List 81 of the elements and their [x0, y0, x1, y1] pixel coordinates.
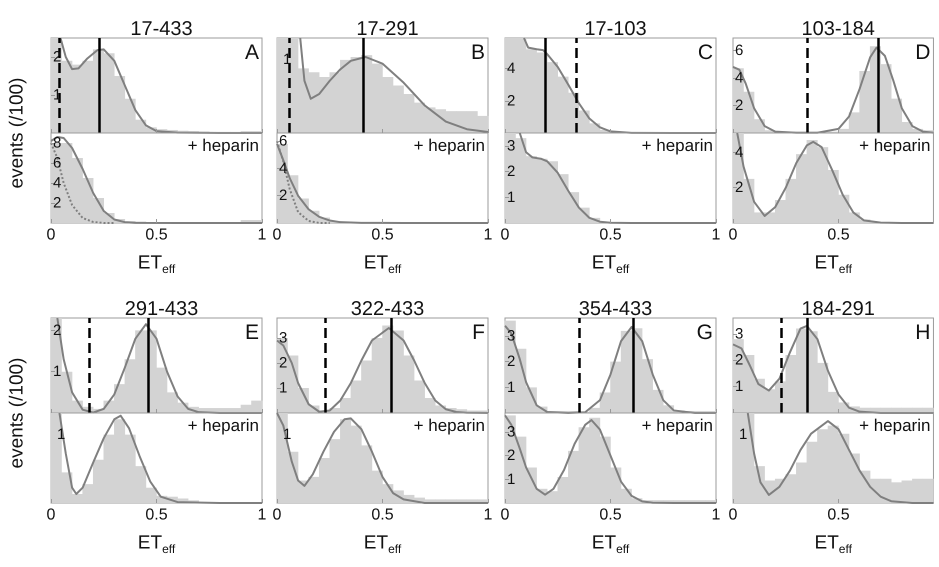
- y-tick-label: 3: [507, 137, 516, 154]
- y-tick-label: 2: [735, 179, 744, 196]
- chart-title: 291-433: [124, 298, 198, 320]
- x-tick-label: 1: [712, 506, 721, 524]
- annotation: + heparin: [859, 136, 930, 155]
- y-tick-label: 6: [735, 42, 744, 59]
- x-tick-label: 0.5: [827, 506, 850, 524]
- y-tick-label: 4: [735, 144, 744, 161]
- y-tick-label: 6: [279, 132, 288, 150]
- x-tick-label: 0: [500, 506, 510, 524]
- x-tick-label: 0.5: [371, 226, 394, 244]
- annotation: E: [244, 321, 259, 344]
- annotation: H: [915, 321, 930, 344]
- x-tick-label: 1: [484, 506, 493, 524]
- chart-title: 17-433: [130, 18, 193, 40]
- x-tick-label: 0.5: [827, 226, 850, 244]
- x-tick-label: 1: [258, 226, 267, 244]
- y-tick-label: 1: [53, 86, 62, 104]
- x-tick-label: 1: [712, 226, 721, 244]
- y-tick-label: 1: [507, 470, 516, 488]
- x-tick-label: 0: [728, 226, 738, 244]
- chart-title: 103-184: [802, 18, 875, 40]
- y-tick-label: 2: [507, 447, 516, 464]
- annotation: + heparin: [642, 416, 713, 435]
- x-tick-label: 0: [500, 226, 510, 244]
- x-tick-label: 0: [272, 226, 282, 244]
- x-tick-label: 0: [46, 226, 56, 244]
- annotation: + heparin: [414, 136, 485, 155]
- annotation: B: [470, 41, 485, 64]
- annotation: D: [915, 41, 930, 64]
- x-tick-label: 1: [258, 506, 267, 524]
- y-axis-title: events (/100): [6, 78, 28, 188]
- y-tick-label: 2: [735, 96, 744, 114]
- y-axis-title: events (/100): [6, 358, 28, 468]
- y-tick-label: 2: [279, 187, 288, 204]
- annotation: + heparin: [642, 136, 713, 155]
- x-tick-label: 0: [728, 506, 738, 524]
- y-tick-label: 4: [507, 60, 516, 78]
- chart-title: 354-433: [578, 298, 652, 320]
- annotation: + heparin: [188, 416, 259, 435]
- x-tick-label: 0.5: [145, 226, 168, 244]
- y-tick-label: 3: [735, 325, 744, 342]
- x-tick-label: 0.5: [599, 226, 622, 244]
- y-tick-label: 1: [507, 378, 516, 396]
- y-tick-label: 2: [507, 353, 516, 370]
- chart-title: 17-291: [356, 18, 419, 40]
- y-tick-label: 2: [53, 48, 62, 66]
- y-tick-label: 3: [507, 327, 516, 344]
- y-tick-label: 2: [53, 194, 62, 212]
- y-tick-label: 1: [735, 378, 744, 396]
- annotation: + heparin: [859, 416, 930, 435]
- y-tick-label: 2: [279, 354, 288, 372]
- y-tick-label: 2: [53, 322, 62, 339]
- y-tick-label: 2: [735, 352, 744, 369]
- annotation: F: [472, 321, 485, 344]
- y-tick-label: 8: [53, 134, 62, 152]
- y-tick-label: 3: [279, 330, 288, 346]
- y-tick-label: 4: [735, 69, 744, 86]
- x-tick-label: 0: [272, 506, 282, 524]
- annotation: C: [698, 41, 713, 64]
- x-tick-label: 1: [484, 226, 493, 244]
- chart-title: 184-291: [802, 298, 875, 320]
- annotation: + heparin: [414, 416, 485, 435]
- y-tick-label: 1: [279, 380, 288, 396]
- y-tick-label: 4: [53, 174, 62, 192]
- y-tick-label: 1: [507, 188, 516, 206]
- y-tick-label: 2: [507, 163, 516, 180]
- y-tick-label: 2: [507, 92, 516, 110]
- y-tick-label: 6: [53, 154, 62, 172]
- y-tick-label: 4: [279, 160, 288, 177]
- x-tick-label: 0: [46, 506, 56, 524]
- chart-title: 17-103: [584, 18, 647, 40]
- y-tick-label: 3: [507, 423, 516, 440]
- annotation: G: [696, 321, 713, 344]
- x-tick-label: 0.5: [371, 506, 394, 524]
- x-tick-label: 0.5: [145, 506, 168, 524]
- y-tick-label: 1: [53, 363, 62, 380]
- annotation: + heparin: [188, 136, 259, 155]
- x-tick-label: 0.5: [599, 506, 622, 524]
- annotation: A: [244, 41, 259, 64]
- chart-title: 322-433: [350, 298, 424, 320]
